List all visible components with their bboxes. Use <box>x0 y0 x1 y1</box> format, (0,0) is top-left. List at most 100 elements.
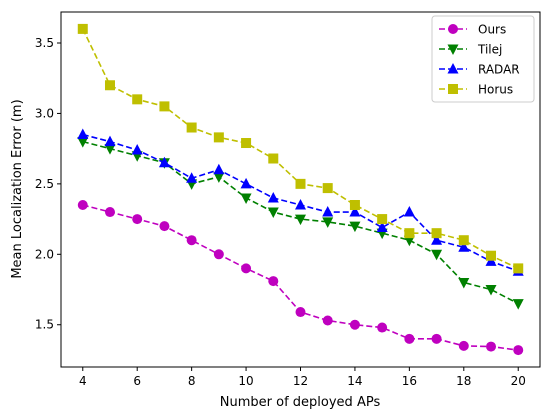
data-point-radar <box>458 241 470 252</box>
data-point-tilej <box>512 299 524 310</box>
data-point-ours <box>322 315 333 326</box>
data-point-horus <box>268 153 279 164</box>
data-point-ours <box>241 263 252 274</box>
x-tick-label: 10 <box>238 374 253 388</box>
data-point-tilej <box>431 249 443 261</box>
data-point-ours <box>213 249 224 260</box>
x-tick-label: 8 <box>188 374 196 388</box>
data-point-horus <box>513 263 524 274</box>
x-tick-label: 4 <box>79 374 87 388</box>
data-point-tilej <box>240 193 252 204</box>
x-tick-label: 18 <box>456 374 471 388</box>
legend-box <box>431 15 535 103</box>
data-point-tilej <box>267 207 279 219</box>
data-point-ours <box>268 276 279 287</box>
series-radar <box>77 128 524 276</box>
y-tick-label: 3.0 <box>35 106 54 120</box>
x-tick-label: 16 <box>402 374 417 388</box>
data-point-ours <box>377 322 388 333</box>
data-point-ours <box>486 341 497 352</box>
data-point-radar <box>131 144 143 155</box>
legend-item-ours: Ours <box>439 23 506 37</box>
legend-label-radar: RADAR <box>478 63 520 77</box>
data-point-tilej <box>322 217 334 228</box>
data-point-radar <box>403 206 415 217</box>
legend-item-radar: RADAR <box>439 63 520 77</box>
data-point-ours <box>458 340 469 351</box>
data-point-ours <box>104 207 115 218</box>
series-layer <box>77 23 524 356</box>
data-point-tilej <box>295 214 306 226</box>
data-point-radar <box>267 191 279 203</box>
legend-item-horus: Horus <box>439 83 513 97</box>
data-point-ours <box>349 319 360 330</box>
x-tick-label: 14 <box>347 374 362 388</box>
data-point-horus <box>159 101 170 112</box>
y-tick-label: 1.5 <box>35 318 54 332</box>
x-tick-label: 6 <box>133 374 141 388</box>
data-point-ours <box>513 345 524 356</box>
data-point-tilej <box>213 172 225 183</box>
data-point-ours <box>77 199 88 210</box>
data-point-radar <box>158 156 170 168</box>
y-tick-label: 2.0 <box>35 247 54 261</box>
data-point-horus <box>104 80 115 91</box>
series-tilej <box>77 137 524 310</box>
legend-label-ours: Ours <box>478 23 506 37</box>
y-axis-ticks: 1.5 2.0 2.5 3.0 3.5 <box>35 36 61 332</box>
legend-marker-horus <box>448 84 458 94</box>
data-point-radar <box>77 128 89 140</box>
y-tick-label: 2.5 <box>35 177 54 191</box>
x-axis-label: Number of deployed APs <box>220 395 381 410</box>
data-point-tilej <box>349 221 361 233</box>
data-point-ours <box>295 307 306 318</box>
data-point-ours <box>431 333 442 344</box>
series-horus <box>77 23 524 274</box>
legend-marker-radar <box>447 63 459 74</box>
data-point-ours <box>132 214 143 225</box>
data-point-radar <box>186 172 198 183</box>
data-point-radar <box>104 135 116 147</box>
data-point-horus <box>404 228 415 239</box>
legend: Ours Tilej RADAR Horus <box>431 15 535 103</box>
y-axis-label: Mean Localization Error (m) <box>10 99 25 278</box>
data-point-horus <box>213 132 224 143</box>
data-point-horus <box>458 235 469 246</box>
data-point-horus <box>349 199 360 210</box>
series-ours <box>77 199 524 356</box>
legend-marker-tilej <box>447 44 459 55</box>
data-point-horus <box>486 250 497 261</box>
data-point-horus <box>377 214 388 225</box>
data-point-horus <box>431 228 442 239</box>
legend-item-tilej: Tilej <box>439 43 502 57</box>
data-point-horus <box>77 23 88 34</box>
data-point-tilej <box>104 144 116 155</box>
data-point-radar <box>240 177 252 189</box>
series-line-tilej <box>82 140 519 305</box>
data-point-tilej <box>485 285 497 296</box>
legend-label-horus: Horus <box>478 83 513 97</box>
data-point-horus <box>322 183 333 194</box>
data-point-horus <box>241 138 252 149</box>
data-point-ours <box>186 235 197 246</box>
data-point-horus <box>186 122 197 133</box>
data-point-radar <box>322 206 334 217</box>
data-point-horus <box>132 94 143 105</box>
data-point-radar <box>431 234 443 245</box>
data-point-tilej <box>458 277 470 289</box>
x-axis-ticks: 4 6 8 10 12 14 16 18 20 <box>79 367 526 388</box>
legend-marker-ours <box>448 24 458 34</box>
data-point-tilej <box>403 235 415 247</box>
legend-label-tilej: Tilej <box>477 43 502 57</box>
x-tick-label: 20 <box>511 374 526 388</box>
x-tick-label: 12 <box>293 374 308 388</box>
data-point-ours <box>159 221 170 232</box>
data-point-tilej <box>77 137 89 148</box>
data-point-radar <box>349 206 361 217</box>
data-point-horus <box>295 178 306 189</box>
data-point-radar <box>213 163 225 175</box>
y-tick-label: 3.5 <box>35 36 54 50</box>
data-point-ours <box>404 333 415 344</box>
